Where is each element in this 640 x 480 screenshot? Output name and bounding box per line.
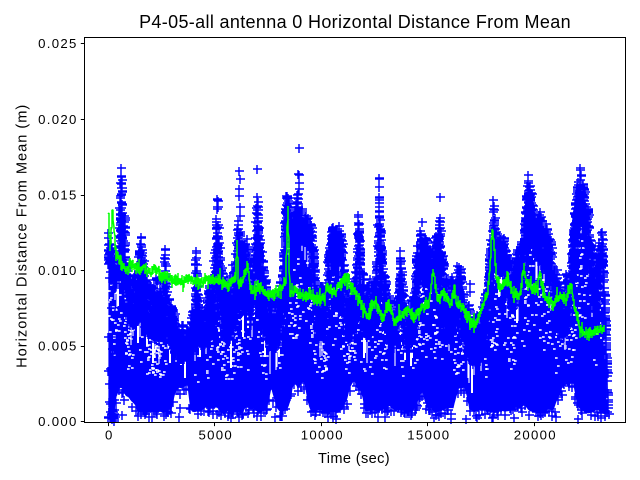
svg-text:0.025: 0.025 [38, 36, 78, 51]
svg-text:Horizontal Distance From Mean: Horizontal Distance From Mean (m) [14, 104, 30, 368]
svg-text:5000: 5000 [199, 428, 234, 443]
svg-text:0.015: 0.015 [38, 187, 78, 202]
svg-text:Time (sec): Time (sec) [318, 451, 390, 467]
svg-text:0: 0 [105, 428, 114, 443]
svg-text:0.010: 0.010 [38, 263, 78, 278]
svg-text:0.005: 0.005 [38, 339, 78, 354]
svg-text:0.020: 0.020 [38, 112, 78, 127]
svg-text:0.000: 0.000 [38, 414, 78, 429]
svg-text:10000: 10000 [301, 428, 344, 443]
svg-text:15000: 15000 [407, 428, 450, 443]
svg-text:P4-05-all antenna 0 Horizontal: P4-05-all antenna 0 Horizontal Distance … [139, 12, 571, 32]
svg-text:20000: 20000 [514, 428, 557, 443]
